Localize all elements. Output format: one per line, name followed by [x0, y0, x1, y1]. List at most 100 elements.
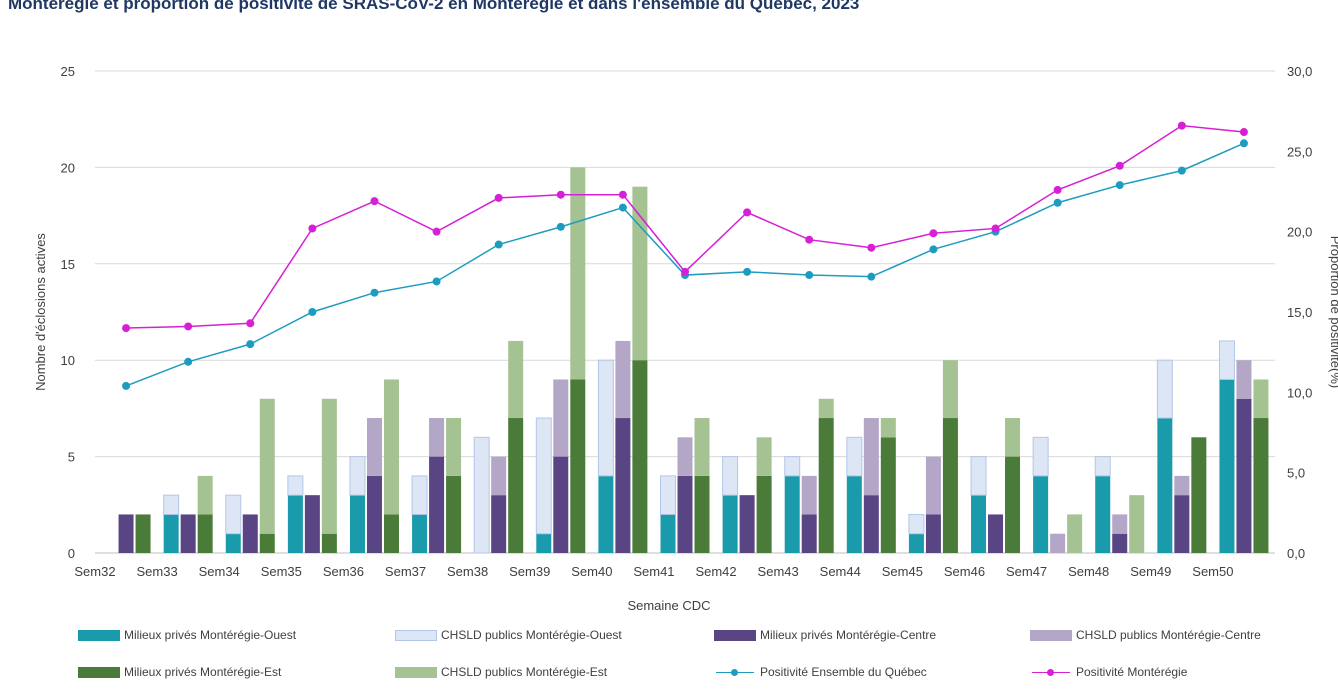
legend-label: CHSLD publics Montérégie-Centre	[1076, 628, 1261, 642]
legend: Milieux privés Montérégie-Ouest CHSLD pu…	[40, 628, 1338, 694]
bar-segment	[801, 514, 817, 553]
y-axis-label: Nombre d'éclosions actives	[33, 233, 48, 391]
x-tick-label: Sem46	[944, 564, 985, 579]
bar-segment	[1218, 340, 1235, 380]
data-point	[618, 203, 627, 212]
data-point	[743, 267, 752, 276]
bar-segment	[722, 495, 738, 553]
legend-item-prives-est: Milieux privés Montérégie-Est	[78, 665, 281, 679]
data-point	[432, 277, 441, 286]
bar-segment	[163, 494, 180, 515]
y2-tick-label: 10,0	[1287, 385, 1312, 400]
bar-segment	[491, 495, 507, 553]
legend-item-chsld-est: CHSLD publics Montérégie-Est	[395, 665, 607, 679]
data-point	[805, 271, 814, 280]
bar-segment	[801, 475, 817, 515]
y2-tick-label: 20,0	[1287, 225, 1312, 240]
x-tick-label: Sem41	[633, 564, 674, 579]
data-point	[867, 243, 876, 252]
bar-segment	[1094, 456, 1111, 477]
data-point	[370, 288, 379, 297]
bar-segment	[677, 475, 693, 553]
bar-segment	[446, 418, 462, 476]
legend-label: CHSLD publics Montérégie-Est	[441, 665, 608, 679]
x-tick-label: Sem45	[882, 564, 923, 579]
data-point	[1177, 121, 1186, 130]
bar-segment	[383, 514, 399, 553]
bar-segment	[304, 495, 320, 553]
data-point	[991, 224, 1000, 233]
bar-segment	[880, 418, 896, 438]
x-tick-label: Sem35	[261, 564, 302, 579]
bar-segment	[1005, 418, 1021, 457]
bar-segment	[1129, 495, 1145, 553]
bar-segment	[971, 495, 987, 553]
bars	[118, 167, 1269, 554]
data-point	[556, 222, 565, 231]
bar-segment	[287, 475, 304, 496]
data-point	[681, 267, 689, 276]
data-point	[805, 235, 814, 244]
bar-segment	[1236, 398, 1252, 553]
data-point	[1053, 185, 1062, 194]
x-tick-label: Sem36	[323, 564, 364, 579]
bar-segment	[570, 379, 586, 553]
data-point	[1239, 139, 1248, 148]
bar-segment	[942, 418, 958, 553]
bar-segment	[570, 167, 586, 380]
chart-svg: 0 5 10 15 20 25 0,0 5,0 10,0 15,0 20,0 25,0 30,0 Sem3…	[33, 64, 1338, 613]
bar-segment	[1156, 359, 1173, 419]
data-point	[1115, 181, 1124, 190]
bar-segment	[429, 456, 445, 553]
x-tick-label: Sem39	[509, 564, 550, 579]
x-tick-label: Sem37	[385, 564, 426, 579]
bar-segment	[660, 475, 676, 515]
data-point	[432, 227, 441, 236]
data-point	[494, 193, 503, 202]
x-tick-label: Sem50	[1192, 564, 1233, 579]
legend-item-chsld-ouest: CHSLD publics Montérégie-Ouest	[395, 628, 622, 642]
bar-segment	[508, 340, 524, 419]
bar-segment	[1095, 475, 1111, 553]
data-point	[246, 340, 255, 349]
data-point	[246, 319, 255, 328]
x-tick-label: Sem48	[1068, 564, 1109, 579]
bar-segment	[1157, 418, 1173, 553]
y2-tick-label: 25,0	[1287, 144, 1312, 159]
legend-label: Milieux privés Montérégie-Est	[124, 665, 282, 679]
bar-segment	[321, 398, 337, 534]
data-point	[867, 272, 876, 281]
bar-segment	[180, 514, 196, 553]
bar-segment	[1005, 456, 1021, 553]
bar-segment	[225, 494, 242, 535]
data-point	[370, 197, 379, 206]
bar-segment	[491, 456, 507, 496]
bar-segment	[694, 475, 710, 553]
bar-segment	[908, 533, 924, 553]
bar-segment	[349, 456, 366, 496]
data-point	[184, 357, 193, 366]
x-tick-label: Sem40	[571, 564, 612, 579]
bar-segment	[366, 418, 382, 476]
bar-segment	[756, 475, 772, 553]
line-series	[122, 121, 1248, 390]
x-tick-label: Sem49	[1130, 564, 1171, 579]
y-tick-label: 5	[68, 450, 75, 465]
bar-segment	[259, 533, 275, 553]
bar-segment	[1191, 437, 1207, 553]
bar-segment	[412, 514, 428, 553]
y-tick-label: 10	[61, 353, 75, 368]
bar-segment	[677, 437, 693, 476]
data-point	[743, 208, 752, 217]
y-tick-label: 0	[68, 546, 75, 561]
bar-segment	[366, 475, 382, 553]
bar-segment	[383, 379, 399, 515]
data-point	[929, 245, 938, 254]
bar-segment	[722, 456, 739, 496]
bar-segment	[632, 360, 648, 553]
bar-segment	[321, 533, 337, 553]
bar-segment	[1219, 379, 1235, 553]
legend-item-chsld-centre: CHSLD publics Montérégie-Centre	[1030, 628, 1261, 642]
bar-segment	[784, 475, 800, 553]
bar-segment	[1236, 360, 1252, 399]
